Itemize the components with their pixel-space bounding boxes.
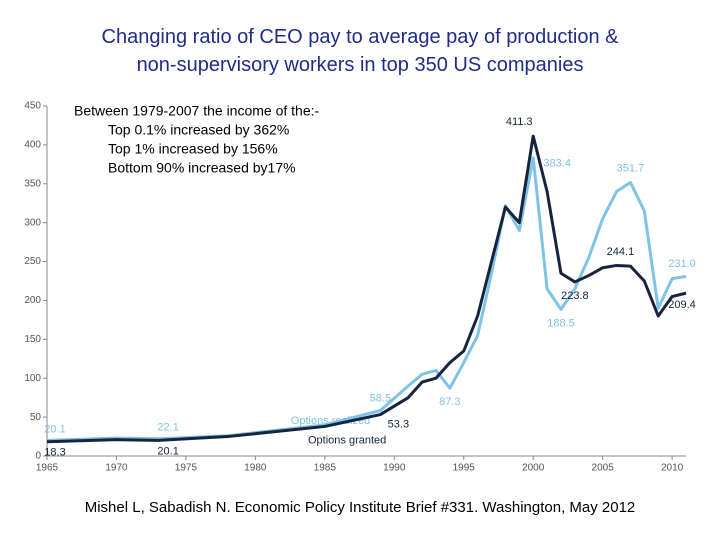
x-tick-label: 2010 bbox=[661, 463, 684, 474]
y-tick-label: 400 bbox=[24, 140, 41, 151]
value-label: 87.3 bbox=[439, 396, 460, 408]
y-tick-label: 250 bbox=[24, 256, 41, 267]
y-tick-label: 350 bbox=[24, 178, 41, 189]
y-tick-label: 150 bbox=[24, 334, 41, 345]
value-label: 20.1 bbox=[157, 445, 178, 457]
value-label: 20.1 bbox=[44, 423, 65, 435]
value-label: 231.0 bbox=[668, 258, 696, 270]
value-label: 18.3 bbox=[44, 447, 65, 459]
y-tick-label: 100 bbox=[24, 373, 41, 384]
legend-label: Options realized bbox=[291, 415, 371, 427]
value-label: 351.7 bbox=[617, 162, 645, 174]
y-tick-label: 50 bbox=[30, 412, 42, 423]
value-label: 411.3 bbox=[506, 116, 533, 128]
x-tick-label: 1970 bbox=[105, 463, 128, 474]
y-tick-label: 200 bbox=[24, 295, 41, 306]
x-tick-label: 2000 bbox=[522, 463, 545, 474]
x-tick-label: 1965 bbox=[36, 463, 59, 474]
series-line bbox=[46, 134, 687, 444]
legend-label: Options granted bbox=[308, 434, 386, 446]
x-tick-label: 1980 bbox=[244, 463, 267, 474]
value-label: 244.1 bbox=[607, 246, 635, 258]
annotation: Bottom 90% increased by17% bbox=[108, 160, 296, 176]
source: Mishel L, Sabadish N. Economic Policy In… bbox=[85, 499, 636, 516]
value-label: 22.1 bbox=[157, 422, 178, 434]
y-tick-label: 0 bbox=[35, 451, 41, 462]
annotation: Top 1% increased by 156% bbox=[108, 141, 278, 157]
annotation: Top 0.1% increased by 362% bbox=[108, 122, 289, 138]
y-tick-label: 450 bbox=[24, 101, 41, 112]
x-tick-label: 1975 bbox=[175, 463, 198, 474]
y-tick-label: 300 bbox=[24, 217, 41, 228]
x-tick-label: 1985 bbox=[314, 463, 337, 474]
chart-title: Changing ratio of CEO pay to average pay… bbox=[102, 26, 620, 76]
value-label: 209.4 bbox=[668, 299, 696, 311]
value-label: 53.3 bbox=[388, 418, 409, 430]
value-label: 58.5 bbox=[370, 392, 391, 404]
x-tick-label: 1995 bbox=[453, 463, 476, 474]
series-line bbox=[46, 156, 687, 442]
value-label: 223.8 bbox=[561, 290, 589, 302]
x-tick-label: 1990 bbox=[383, 463, 406, 474]
value-label: 188.5 bbox=[547, 317, 575, 329]
value-label: 383.4 bbox=[543, 158, 571, 170]
annotation: Between 1979-2007 the income of the:- bbox=[74, 103, 320, 119]
x-tick-label: 2005 bbox=[592, 463, 615, 474]
